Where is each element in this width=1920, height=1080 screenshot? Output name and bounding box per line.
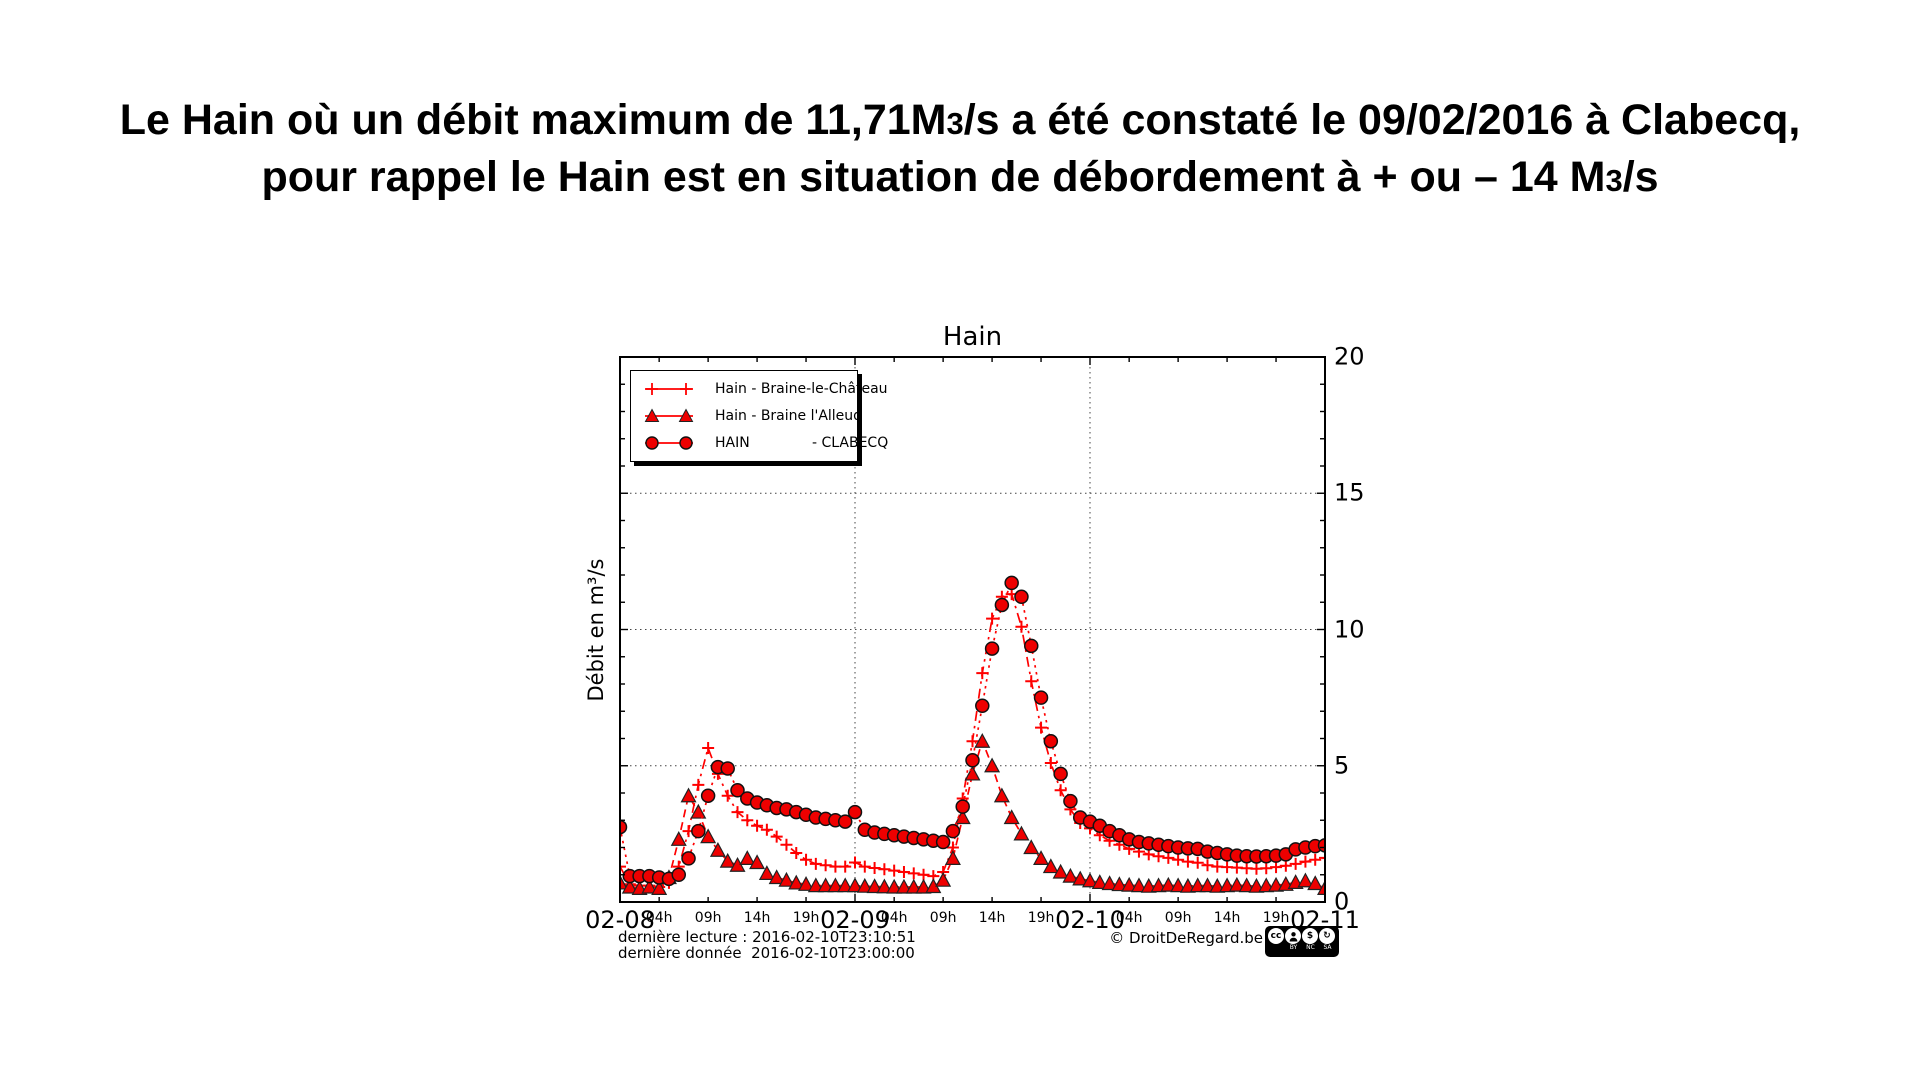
circle-marker-icon — [645, 436, 693, 451]
y-tick-label: 10 — [1334, 614, 1365, 643]
last-reading-text: dernière lecture : 2016-02-10T23:10:51 — [618, 928, 916, 946]
x-day-tick-label: 02-10 — [1055, 906, 1125, 934]
copyright-credit: © DroitDeRegard.be — [1109, 929, 1263, 947]
legend-label: Hain - Braine l'Alleud — [715, 407, 863, 424]
x-hour-tick-label: 14h — [743, 910, 771, 926]
cc-license-labels: BY NC SA — [1289, 944, 1332, 951]
x-day-tick-label: 02-08 — [585, 906, 655, 934]
x-hour-tick-label: 09h — [694, 910, 722, 926]
y-axis-label: Débit en m³/s — [584, 558, 608, 702]
x-hour-tick-label: 04h — [880, 910, 908, 926]
legend-label: Hain - Braine-le-Château — [715, 380, 888, 397]
y-tick-label: 15 — [1334, 478, 1365, 507]
x-hour-tick-label: 19h — [1027, 910, 1055, 926]
triangle-marker-icon — [644, 408, 694, 422]
page-title-line1: Le Hain où un débit maximum de 11,71M3/s… — [119, 96, 1801, 144]
chart-legend: Hain - Braine-le-Château Hain - Braine l… — [630, 370, 888, 462]
x-hour-tick-label: 09h — [929, 910, 957, 926]
cc-icon: cc — [1268, 928, 1284, 944]
x-hour-tick-label: 09h — [1164, 910, 1192, 926]
nc-dollar-icon: $ — [1302, 928, 1318, 944]
legend-item-clabecq: HAIN - CLABECQ — [631, 430, 888, 456]
x-hour-tick-label: 19h — [792, 910, 820, 926]
legend-item-braine-l-alleud: Hain - Braine l'Alleud — [631, 403, 862, 429]
last-data-text: dernière donnée 2016-02-10T23:00:00 — [618, 944, 915, 962]
x-hour-tick-label: 04h — [645, 910, 673, 926]
x-hour-tick-label: 19h — [1262, 910, 1290, 926]
page-title: Le Hain où un débit maximum de 11,71M3/s… — [0, 92, 1920, 206]
x-hour-tick-label: 04h — [1115, 910, 1143, 926]
y-tick-label: 20 — [1334, 342, 1365, 371]
y-tick-label: 0 — [1334, 887, 1350, 916]
page-title-line2: pour rappel le Hain est en situation de … — [261, 153, 1659, 202]
sa-arrow-icon: ↻ — [1319, 928, 1335, 944]
cc-license-badge: cc $ ↻ BY NC SA — [1265, 926, 1339, 957]
y-tick-label: 5 — [1334, 751, 1350, 780]
legend-item-braine-le-chateau: Hain - Braine-le-Château — [631, 376, 888, 402]
x-day-tick-label: 02-09 — [820, 906, 890, 934]
chart-title: Hain — [942, 322, 1003, 352]
x-hour-tick-label: 14h — [1213, 910, 1241, 926]
by-person-icon — [1285, 928, 1301, 944]
plus-marker-icon — [645, 382, 693, 395]
legend-label: HAIN - CLABECQ — [715, 435, 889, 452]
x-hour-tick-label: 14h — [978, 910, 1006, 926]
